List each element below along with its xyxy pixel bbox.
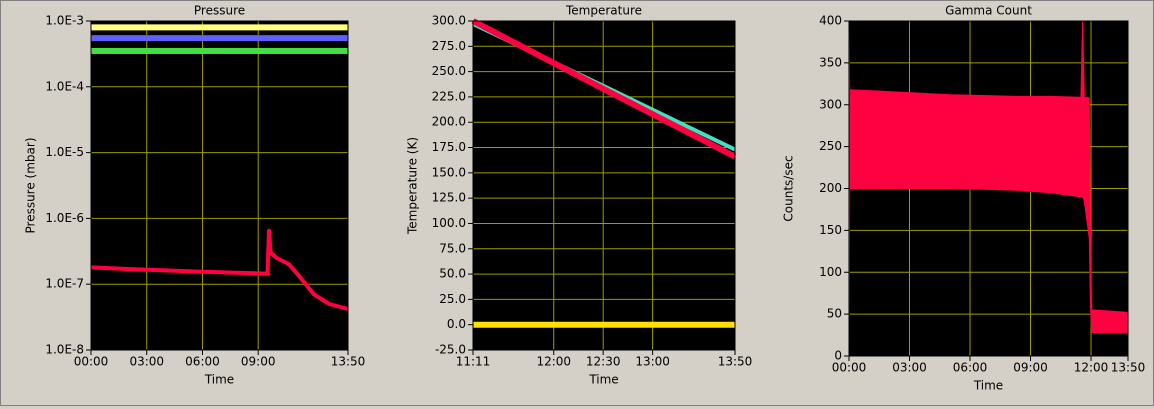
y-tick-label: 175.0 [432, 140, 466, 154]
plot-frame [472, 20, 736, 351]
y-tick-label: 1.0E-5 [45, 145, 84, 159]
x-tick-label: 00:00 [74, 355, 109, 369]
x-tick-label: 09:00 [1013, 361, 1048, 375]
chart-title: Temperature [565, 4, 642, 18]
plot-area [91, 21, 348, 350]
x-tick-label: 12:00 [536, 355, 571, 369]
y-tick-label: 100 [819, 265, 842, 279]
y-tick-label: 75.0 [439, 241, 466, 255]
x-tick-label: 13:00 [635, 355, 670, 369]
x-tick-label: 06:00 [953, 361, 988, 375]
x-axis-label: Time [588, 373, 618, 387]
y-tick-label: 50.0 [439, 267, 466, 281]
y-axis-label: Pressure (mbar) [24, 137, 38, 233]
y-tick-label: 125.0 [432, 191, 466, 205]
y-tick-label: 0 [834, 349, 842, 363]
y-tick-label: 150 [819, 223, 842, 237]
y-tick-label: 200 [819, 181, 842, 195]
y-axis-label: Temperature (K) [406, 137, 420, 235]
x-tick-label: 06:00 [185, 355, 220, 369]
y-tick-label: 300 [819, 97, 842, 111]
x-axis-label: Time [204, 373, 234, 387]
x-axis-label: Time [973, 379, 1003, 393]
y-tick-label: 150.0 [432, 165, 466, 179]
y-tick-label: 350 [819, 55, 842, 69]
x-tick-label: 00:00 [832, 361, 867, 375]
y-tick-label: 0.0 [447, 317, 466, 331]
y-tick-label: 225.0 [432, 89, 466, 103]
y-tick-label: 275.0 [432, 39, 466, 53]
y-tick-label: 400 [819, 14, 842, 28]
x-tick-label: 13:50 [1111, 361, 1146, 375]
y-tick-label: 250.0 [432, 64, 466, 78]
y-tick-label: 1.0E-4 [45, 79, 84, 93]
x-tick-label: 03:00 [129, 355, 164, 369]
chart-title: Gamma Count [945, 4, 1032, 18]
y-tick-label: 1.0E-7 [45, 277, 84, 291]
y-tick-label: 1.0E-3 [45, 14, 84, 28]
y-tick-label: 50 [827, 307, 842, 321]
y-tick-label: 1.0E-8 [45, 343, 84, 357]
y-axis-label: Counts/sec [782, 155, 796, 221]
y-tick-label: 300.0 [432, 14, 466, 28]
plot-area [473, 21, 735, 350]
x-tick-label: 12:30 [586, 355, 621, 369]
x-tick-label: 11:11 [456, 355, 491, 369]
x-tick-label: 13:50 [718, 355, 753, 369]
plot-frame [848, 20, 1129, 357]
y-tick-label: 25.0 [439, 292, 466, 306]
plot-frame [90, 20, 349, 351]
y-tick-label: 200.0 [432, 115, 466, 129]
x-tick-label: 13:50 [331, 355, 366, 369]
chart-title: Pressure [194, 4, 245, 18]
y-tick-label: 1.0E-6 [45, 211, 84, 225]
y-tick-label: 250 [819, 139, 842, 153]
x-tick-label: 12:00 [1074, 361, 1109, 375]
series-line [90, 228, 349, 311]
y-tick-label: -25.0 [435, 343, 466, 357]
series-line [471, 18, 737, 160]
y-tick-label: 100.0 [432, 216, 466, 230]
x-tick-label: 03:00 [892, 361, 927, 375]
x-tick-label: 09:00 [241, 355, 276, 369]
